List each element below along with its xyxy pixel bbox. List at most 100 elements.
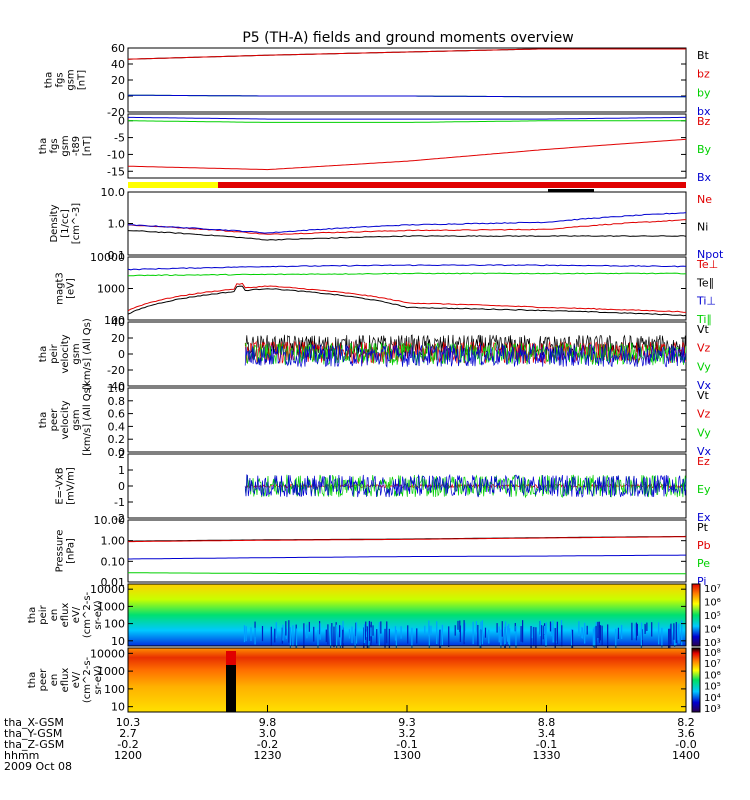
series-group-pressure [128,535,687,575]
ytick-label: 10.0 [101,186,126,199]
ylabel-line: tha [44,72,55,88]
legend-entry: Vz [697,342,711,355]
ylabel-line: eV/ [71,671,82,688]
series-line-Ni [127,230,687,241]
spec-streak [675,622,677,644]
panel-frame [127,113,687,179]
legend-entry: by [697,86,711,99]
ylabel-line: eV/ [71,606,82,623]
ytick-label: -40 [107,380,125,393]
series-line-bz [127,48,686,60]
panel-peer_vel: thapeervelocitygsm[km/s] (All Qs) 1.00.80… [38,382,712,459]
ytick-label: 1.0 [108,218,126,231]
spec-streak [615,628,617,654]
spec-streak [370,627,372,637]
spec-streak [303,623,305,648]
spec-streak [617,627,620,639]
spec-streak [448,626,450,647]
legend-entry: Pe [697,557,710,570]
spec-streak [333,626,335,648]
xtick-label-y: 2.7 [119,727,137,740]
spec-streak [439,629,442,655]
ytick-label: 1000 [97,283,125,296]
legend-entry: Te∥ [696,276,714,289]
xtick-label-z: -0.1 [536,738,557,751]
ylabel-line: (cm^2-s- [82,591,93,638]
xtick-label-x: 9.3 [398,716,416,729]
legend-entry: Pb [697,539,711,552]
ylabel-line: peer [38,668,49,692]
xaxis-row-label: tha_Z-GSM [4,738,64,751]
series-group-fgs_gsm_zoom [127,116,687,171]
spec-streak [661,627,663,648]
spec-streak [599,625,602,641]
series-line-Pb [128,536,687,543]
spec-streak [552,620,554,643]
spec-streak [658,622,660,645]
spec-streak [646,622,648,632]
spec-streak [484,627,487,638]
xtick-label-time: 1400 [672,749,700,762]
ytick-label: -20 [107,106,125,119]
quality-segment-black [548,189,594,192]
spec-streak [384,628,386,648]
ytick-label: 10000 [90,251,125,264]
spec-streak [540,625,542,645]
series-line-Ne [128,219,687,235]
legend-entry: Vy [697,426,711,439]
spec-streak [308,621,310,632]
panel-efield: E=-VxB[mV/m] 2 1 0 -1 -2 Ez Ey Ex [55,448,711,525]
spec-streak [330,626,332,651]
legend-entry: bx [697,105,711,118]
colorbar-label: 10⁶ [704,598,721,609]
spec-streak [407,625,409,644]
colorbar-label: 10⁷ [704,659,721,670]
spec-streak [275,622,277,639]
spec-streak [583,629,586,641]
spec-streak [285,628,288,639]
spec-streak [270,626,272,646]
spec-streak [355,622,358,644]
ytick-label: 40 [111,58,125,71]
ylabel-line: gsm [60,135,71,156]
spec-streak [535,627,537,649]
spec-streak [348,629,351,639]
ylabel-line: Density [49,204,60,242]
spec-streak [472,621,474,645]
series-line-bx [128,94,686,98]
xtick-label-time: 1200 [114,749,142,762]
spec-streak [504,624,506,645]
spec-streak [319,623,321,640]
colorbar-label: 10⁸ [704,648,721,659]
colorbar-label: 10⁵ [704,611,721,622]
spec-streak [586,625,588,635]
ytick-label: 1.0 [108,382,126,395]
legend-entry: By [697,143,712,156]
quality-segment-red [218,182,686,188]
spec-streak [364,629,367,640]
ylabel-line: en [49,609,60,622]
spec-streak [634,623,636,638]
colorbar-label: 10³ [704,704,721,715]
ylabel-line: Pressure [55,530,66,573]
panel-ylabel: thapeerenefluxeV/(cm^2-s-sr-eV) [27,656,104,703]
spec-streak [571,629,574,654]
legend-entry: Vx [697,445,712,458]
panel-frame [127,519,687,583]
ytick-label: 100 [104,618,125,631]
spec-streak [549,621,552,632]
ylabel-line: [nPa] [66,538,77,564]
ylabel-line: tha [27,607,38,623]
spec-streak [561,625,563,647]
xaxis-row-label: tha_X-GSM [4,716,64,729]
ytick-label: 20 [111,332,125,345]
series-group-efield [244,473,687,499]
spec-streak [498,626,500,643]
spec-streak [641,622,643,641]
series-line-Bt [127,48,686,60]
spec-streak [295,628,298,655]
spec-streak [475,621,478,633]
ytick-label: 0.0 [108,446,126,459]
ylabel-line: [nT] [77,70,88,90]
